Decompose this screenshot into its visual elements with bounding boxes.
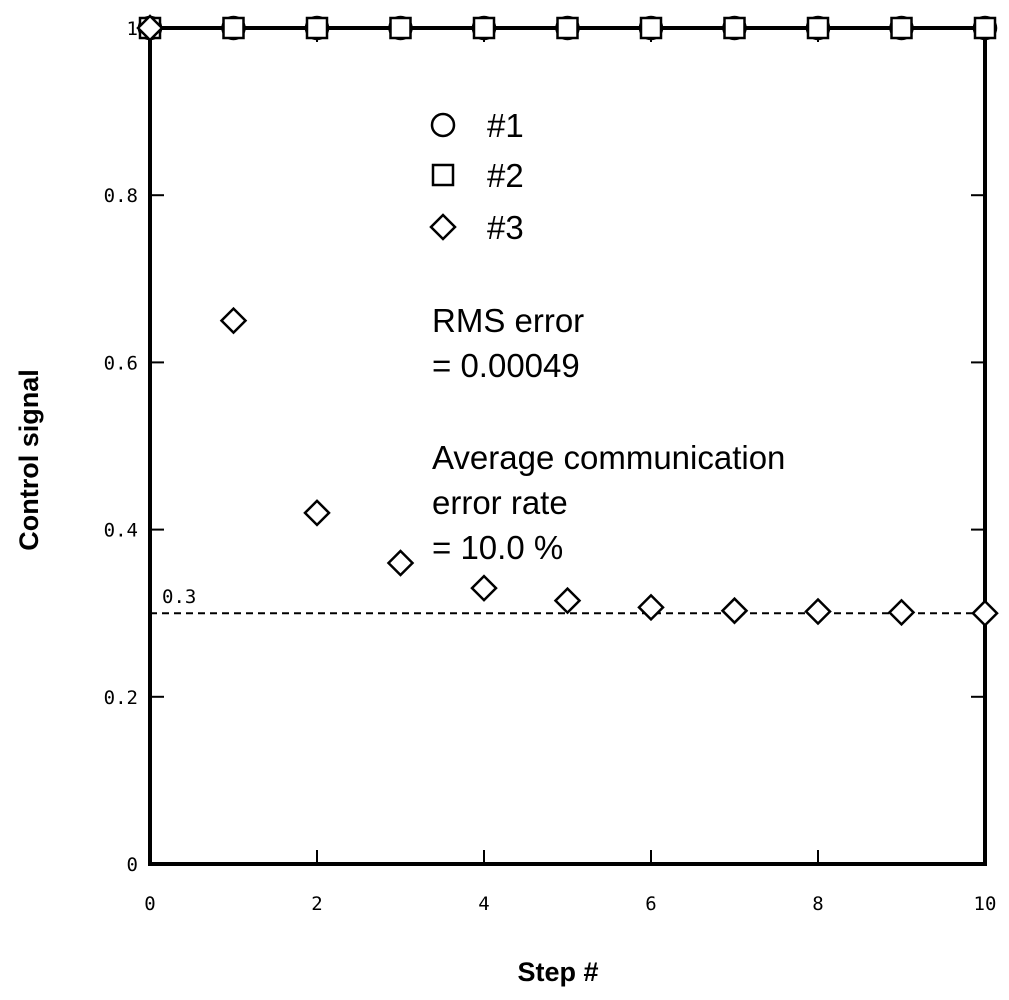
reference-line-group: 0.3: [150, 586, 985, 615]
data-point-series-3: [887, 598, 916, 627]
data-point-series-2: [556, 16, 579, 40]
data-point-series-2: [222, 16, 245, 40]
data-point-series-3: [386, 549, 415, 577]
x-tick-label: 10: [974, 893, 997, 915]
x-tick-label: 2: [311, 893, 322, 915]
x-axis-title: Step #: [517, 957, 598, 987]
data-point-series-2: [639, 16, 663, 40]
series-3: [136, 14, 999, 627]
data-point-series-3: [637, 593, 665, 622]
data-point-series-3: [470, 574, 498, 602]
x-tick-label: 8: [812, 893, 823, 915]
y-tick-label: 0.8: [104, 185, 138, 207]
y-tick-label: 1: [127, 18, 138, 40]
data-point-series-3: [219, 306, 248, 335]
annotation-line: Average communication: [432, 439, 785, 476]
y-tick-label: 0.4: [104, 520, 138, 542]
x-tick-label: 4: [478, 893, 489, 915]
y-tick-label: 0.2: [104, 687, 138, 709]
legend-marker-2: [431, 163, 455, 187]
data-point-series-3: [971, 599, 999, 627]
annotations: RMS error = 0.00049 Average communication e…: [432, 302, 785, 566]
legend-label-3: #3: [487, 209, 524, 246]
data-point-series-2: [890, 16, 913, 40]
annotation-line: RMS error: [432, 302, 584, 339]
x-tick-label: 0: [144, 893, 155, 915]
series-2: [138, 16, 997, 40]
data-point-series-2: [806, 16, 830, 40]
data-point-series-3: [303, 499, 331, 527]
legend-marker-1: [430, 112, 456, 138]
data-point-series-3: [804, 597, 832, 626]
legend: #1 #2 #3: [429, 107, 524, 246]
annotation-line: error rate: [432, 484, 568, 521]
x-tick-label: 6: [645, 893, 656, 915]
data-point-series-3: [136, 14, 164, 42]
reference-line-label: 0.3: [162, 586, 196, 608]
data-point-series-2: [973, 16, 997, 40]
data-point-series-3: [720, 596, 749, 625]
annotation-line: = 0.00049: [432, 347, 580, 384]
y-axis-ticks: 0 0.2 0.4 0.6 0.8 1: [104, 18, 985, 876]
series-layer: [136, 14, 999, 627]
y-axis-title: Control signal: [14, 369, 44, 551]
legend-label-1: #1: [487, 107, 524, 144]
data-point-series-2: [305, 16, 329, 40]
legend-label-2: #2: [487, 157, 524, 194]
data-point-series-2: [472, 16, 496, 40]
data-point-series-3: [553, 586, 582, 615]
legend-marker-3: [429, 213, 457, 241]
annotation-line: = 10.0 %: [432, 529, 563, 566]
y-tick-label: 0: [127, 854, 138, 876]
y-tick-label: 0.6: [104, 352, 138, 374]
data-point-series-2: [389, 16, 412, 40]
data-point-series-2: [723, 16, 746, 40]
